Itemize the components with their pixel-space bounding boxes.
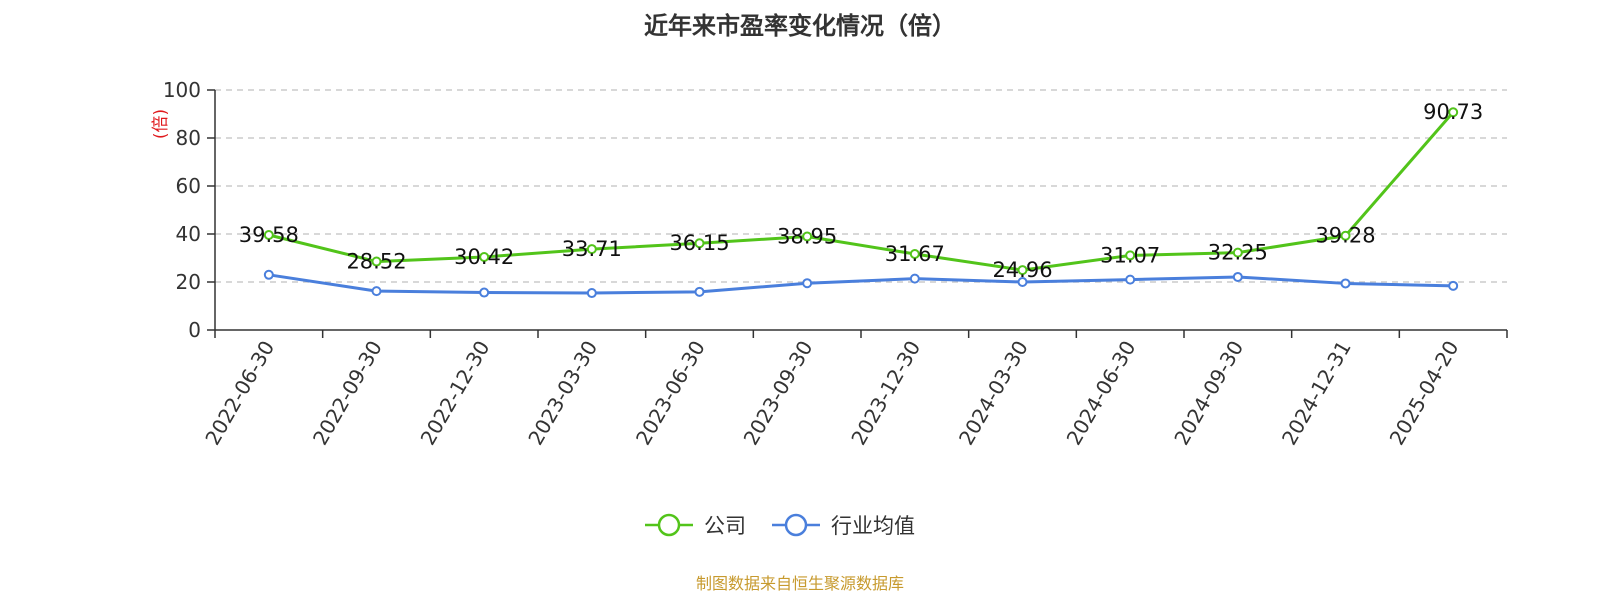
data-label: 24.96 [992, 258, 1052, 282]
data-point [1125, 250, 1136, 261]
data-point [909, 273, 920, 284]
y-tick-label: 80 [176, 126, 201, 150]
y-tick-label: 100 [163, 78, 201, 102]
grid-lines [215, 89, 1507, 283]
x-tick-label: 2024-06-30 [1062, 337, 1141, 450]
data-label: 90.73 [1423, 100, 1483, 124]
data-point [371, 256, 382, 267]
data-point [802, 231, 813, 242]
chart-title: 近年来市盈率变化情况（倍） [644, 12, 956, 40]
data-labels: 39.58 28.52 30.42 33.71 36.15 38.95 31.67 24.96… [239, 100, 1483, 282]
legend-marker [657, 513, 681, 537]
x-tick-label: 2024-03-30 [954, 337, 1033, 450]
data-label: 32.25 [1208, 241, 1268, 265]
data-point [1340, 230, 1351, 241]
x-tick-label: 2022-12-30 [416, 336, 495, 449]
data-label: 31.07 [1100, 243, 1160, 267]
data-point [1448, 280, 1459, 291]
x-axis-ticks: 2022-06-30 2022-09-30 2022-12-30 2023-03-30… [200, 336, 1463, 449]
x-tick-label: 2023-09-30 [739, 337, 818, 450]
legend-marker [784, 513, 808, 537]
data-point [1017, 265, 1028, 276]
x-tick-label: 2022-09-30 [308, 337, 387, 450]
data-point [694, 238, 705, 249]
series-group [263, 107, 1459, 299]
data-point [1232, 271, 1243, 282]
data-point [1448, 107, 1459, 118]
y-tick-label: 0 [188, 318, 201, 342]
data-label: 36.15 [669, 231, 729, 255]
x-tick-label: 2023-06-30 [631, 337, 710, 450]
data-point [479, 287, 490, 298]
axes [207, 89, 1508, 338]
data-label: 31.67 [885, 242, 945, 266]
y-tick-label: 60 [176, 174, 201, 198]
data-point [1017, 277, 1028, 287]
legend-label: 行业均值 [831, 514, 915, 538]
data-label: 33.71 [562, 237, 622, 261]
data-point [694, 286, 705, 297]
series-line [268, 111, 1455, 272]
data-point [586, 244, 597, 255]
series-line [268, 273, 1454, 295]
legend: 公司 行业均值 [645, 513, 915, 538]
y-axis-ticks: 0 20 40 60 80 100 [163, 78, 201, 342]
legend-label: 公司 [704, 514, 746, 538]
data-point [802, 278, 813, 289]
data-point [263, 269, 274, 280]
data-label: 39.28 [1315, 224, 1375, 248]
x-tick-label: 2023-12-30 [846, 336, 925, 449]
data-label: 39.58 [239, 223, 299, 247]
data-point [371, 286, 382, 297]
data-point [586, 288, 597, 299]
data-point [263, 230, 274, 241]
x-tick-label: 2022-06-30 [200, 337, 279, 450]
data-label: 38.95 [777, 225, 837, 249]
x-tick-label: 2024-09-30 [1169, 337, 1248, 450]
data-point [1340, 278, 1351, 289]
y-axis-unit: (倍) [151, 109, 171, 139]
x-tick-label: 2024-12-31 [1277, 337, 1356, 450]
data-label: 28.52 [346, 250, 406, 274]
data-label: 30.42 [454, 245, 514, 269]
x-tick-label: 2023-03-30 [523, 337, 602, 450]
y-tick-label: 20 [176, 270, 201, 294]
data-point [1125, 274, 1136, 285]
data-point [479, 251, 490, 262]
x-tick-label: 2025-04-20 [1385, 337, 1464, 450]
y-tick-label: 40 [176, 222, 201, 246]
source-note: 制图数据来自恒生聚源数据库 [696, 574, 904, 593]
data-point [909, 248, 920, 259]
data-point [1232, 247, 1243, 258]
